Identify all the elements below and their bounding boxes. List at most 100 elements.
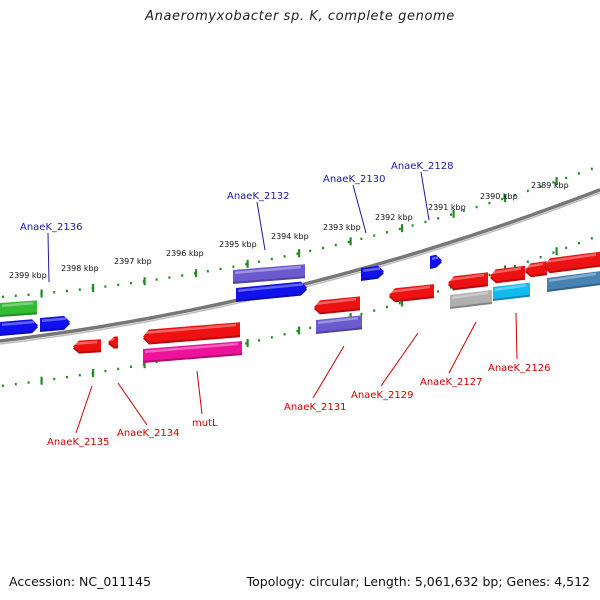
scale-dot	[462, 209, 465, 213]
gene-label: AnaeK_2129	[351, 390, 413, 401]
scale-dot	[309, 249, 312, 253]
scale-dot	[130, 365, 132, 368]
scale-dot	[411, 224, 414, 227]
gene-label: AnaeK_2136	[20, 222, 82, 233]
scale-major-tick	[401, 298, 404, 307]
scale-dot	[258, 339, 260, 342]
gene-arrow	[493, 282, 530, 301]
leader-line	[196, 370, 203, 415]
scale-label: 2392 kbp	[375, 213, 413, 222]
scale-dot	[360, 237, 363, 240]
gene-arrow	[143, 341, 242, 363]
scale-major-tick	[143, 277, 146, 286]
scale-dot	[219, 267, 222, 271]
gene-arrow	[525, 261, 547, 278]
scale-dot	[181, 274, 184, 277]
gene-arrow	[233, 264, 305, 284]
scale-dot	[2, 384, 4, 387]
scale-label: 2395 kbp	[219, 240, 257, 249]
leader-line	[312, 345, 345, 399]
scale-dot	[270, 336, 273, 339]
gene-label: AnaeK_2132	[227, 191, 289, 202]
scale-dot	[53, 291, 56, 294]
scale-major-tick	[298, 249, 301, 258]
scale-dot	[309, 326, 312, 330]
gene-label: AnaeK_2135	[47, 437, 109, 448]
scale-dot	[104, 369, 107, 373]
scale-dot	[501, 197, 504, 201]
gene-arrow	[389, 284, 434, 303]
scale-major-tick	[92, 369, 95, 378]
gene-arrow	[40, 315, 70, 332]
accession-text: Accession: NC_011145	[9, 574, 152, 589]
gene-label: AnaeK_2130	[323, 174, 385, 185]
leader-line	[117, 382, 148, 426]
scale-dot	[258, 260, 260, 263]
scale-dot	[53, 377, 56, 381]
scale-dot	[66, 375, 68, 379]
scale-major-tick	[40, 289, 43, 298]
scale-dot	[232, 265, 235, 268]
topology-text: Topology: circular; Length: 5,061,632 bp…	[246, 574, 590, 589]
scale-dot	[539, 185, 542, 188]
scale-dot	[590, 237, 593, 240]
scale-label: 2389 kbp	[531, 181, 569, 190]
scale-ticks-upper	[2, 167, 593, 299]
label-leader-lines	[47, 171, 518, 434]
scale-dot	[514, 264, 516, 268]
scale-label: 2394 kbp	[271, 232, 309, 241]
scale-dot	[322, 246, 324, 250]
gene-arrow	[143, 322, 240, 345]
gene-arrow	[236, 281, 307, 302]
leader-line	[420, 171, 430, 221]
leader-line	[448, 321, 477, 374]
scale-dot	[526, 260, 529, 263]
scale-dot	[66, 289, 68, 293]
scale-labels: 2399 kbp 2398 kbp 2397 kbp 2396 kbp 2395 kbp…	[9, 181, 569, 280]
gene-features	[0, 251, 600, 363]
scale-dot	[398, 227, 401, 231]
scale-dot	[117, 367, 120, 371]
scale-label: 2399 kbp	[9, 271, 47, 280]
scale-dot	[437, 217, 440, 220]
gene-label: AnaeK_2126	[488, 363, 550, 374]
gene-arrow	[361, 265, 384, 281]
scale-dot	[334, 243, 337, 247]
scale-dot	[296, 329, 299, 333]
scale-dot	[245, 262, 248, 266]
scale-dot	[475, 205, 478, 209]
scale-dot	[14, 294, 17, 298]
scale-dot	[552, 251, 555, 254]
gene-label: AnaeK_2128	[391, 161, 453, 172]
scale-dot	[424, 220, 427, 224]
scale-dot	[565, 176, 568, 180]
scale-dot	[578, 172, 580, 175]
scale-major-tick	[555, 247, 558, 256]
scale-major-tick	[246, 259, 249, 268]
scale-dot	[168, 276, 171, 279]
gene-arrow	[314, 296, 360, 315]
gene-arrow	[544, 251, 600, 274]
scale-dot	[373, 234, 376, 237]
gene-arrow	[430, 254, 442, 269]
scale-dot	[78, 373, 81, 377]
scale-dot	[245, 342, 248, 345]
gene-arrow	[0, 319, 38, 336]
gene-label: AnaeK_2134	[117, 428, 179, 439]
scale-dot	[296, 252, 299, 255]
scale-major-tick	[555, 177, 558, 186]
scale-major-tick	[195, 269, 198, 278]
scale-dot	[488, 273, 491, 277]
scale-dot	[155, 360, 158, 364]
scale-dot	[526, 189, 529, 193]
scale-dot	[27, 381, 30, 384]
scale-major-tick	[246, 338, 249, 347]
scale-dot	[27, 293, 30, 296]
scale-dot	[386, 305, 388, 309]
gene-arrow	[547, 271, 600, 292]
leader-line	[352, 184, 367, 234]
scale-dot	[373, 309, 376, 312]
gene-labels: AnaeK_2136 AnaeK_2132 AnaeK_2130 AnaeK_2128…	[20, 161, 550, 448]
leader-line	[75, 385, 93, 434]
gene-arrow	[0, 300, 37, 317]
